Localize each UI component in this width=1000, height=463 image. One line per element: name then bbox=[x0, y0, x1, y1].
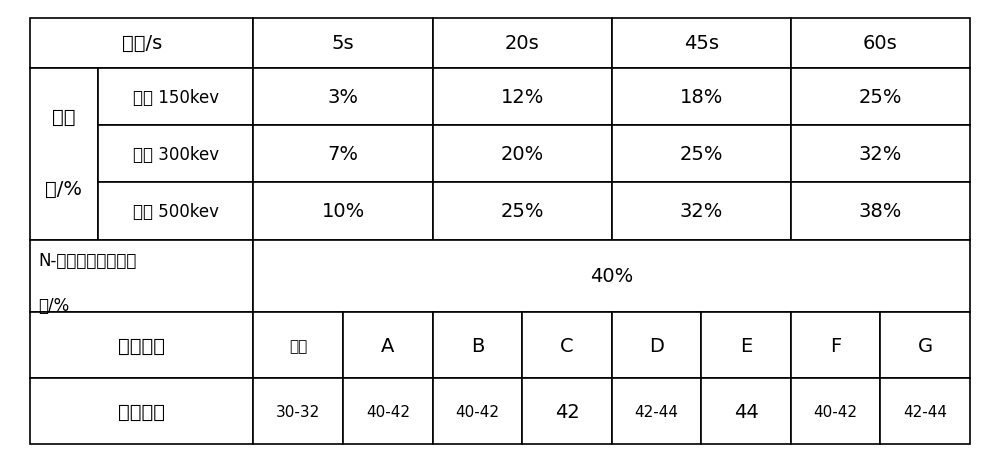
Bar bbox=[98, 183, 253, 240]
Bar bbox=[791, 69, 970, 126]
Text: 42-44: 42-44 bbox=[903, 404, 947, 419]
Text: 5s: 5s bbox=[332, 34, 354, 53]
Text: 能量 150kev: 能量 150kev bbox=[133, 88, 219, 106]
Text: 40-42: 40-42 bbox=[366, 404, 410, 419]
Bar bbox=[433, 19, 612, 69]
Bar bbox=[98, 69, 253, 126]
Text: 率/%: 率/% bbox=[45, 179, 82, 198]
Bar bbox=[701, 313, 791, 378]
Bar bbox=[253, 126, 433, 183]
Bar bbox=[343, 378, 433, 444]
Text: 40-42: 40-42 bbox=[455, 404, 499, 419]
Text: 60s: 60s bbox=[863, 34, 898, 53]
Bar bbox=[253, 378, 343, 444]
Text: 接枝: 接枝 bbox=[52, 107, 76, 126]
Bar bbox=[433, 126, 612, 183]
Text: F: F bbox=[830, 336, 841, 355]
Bar bbox=[612, 69, 791, 126]
Bar bbox=[433, 313, 522, 378]
Bar bbox=[791, 378, 880, 444]
Bar bbox=[522, 313, 612, 378]
Text: C: C bbox=[560, 336, 574, 355]
Text: 10%: 10% bbox=[321, 202, 365, 221]
Bar bbox=[433, 378, 522, 444]
Bar bbox=[880, 378, 970, 444]
Text: 18%: 18% bbox=[680, 88, 723, 107]
Text: 7%: 7% bbox=[328, 145, 359, 164]
Text: 25%: 25% bbox=[859, 88, 902, 107]
Text: 44: 44 bbox=[734, 402, 758, 421]
Bar bbox=[612, 183, 791, 240]
Text: E: E bbox=[740, 336, 752, 355]
Bar bbox=[612, 378, 701, 444]
Bar bbox=[30, 378, 253, 444]
Text: 20%: 20% bbox=[501, 145, 544, 164]
Bar bbox=[253, 313, 343, 378]
Bar bbox=[701, 378, 791, 444]
Text: 40-42: 40-42 bbox=[814, 404, 858, 419]
Bar bbox=[30, 313, 253, 378]
Bar bbox=[30, 69, 98, 240]
Bar bbox=[98, 126, 253, 183]
Text: 12%: 12% bbox=[500, 88, 544, 107]
Bar bbox=[791, 126, 970, 183]
Text: N-异丙基丙烯酰胺浓

度/%: N-异丙基丙烯酰胺浓 度/% bbox=[38, 251, 136, 314]
Text: 38%: 38% bbox=[859, 202, 902, 221]
Bar bbox=[253, 69, 433, 126]
Bar bbox=[253, 19, 433, 69]
Text: 42: 42 bbox=[555, 402, 579, 421]
Text: B: B bbox=[471, 336, 484, 355]
Bar bbox=[791, 313, 880, 378]
Text: 40%: 40% bbox=[590, 267, 633, 286]
Text: 42-44: 42-44 bbox=[635, 404, 679, 419]
Text: 25%: 25% bbox=[500, 202, 544, 221]
Bar bbox=[791, 19, 970, 69]
Text: A: A bbox=[381, 336, 394, 355]
Text: 能量 500kev: 能量 500kev bbox=[133, 202, 219, 220]
Text: 45s: 45s bbox=[684, 34, 719, 53]
Bar bbox=[253, 240, 970, 313]
Bar bbox=[791, 183, 970, 240]
Text: 25%: 25% bbox=[680, 145, 723, 164]
Bar bbox=[343, 313, 433, 378]
Text: 20s: 20s bbox=[505, 34, 540, 53]
Text: 表面张力: 表面张力 bbox=[118, 402, 165, 421]
Bar bbox=[433, 69, 612, 126]
Text: 时间/s: 时间/s bbox=[122, 34, 162, 53]
Text: 薄膜位点: 薄膜位点 bbox=[118, 336, 165, 355]
Bar bbox=[522, 378, 612, 444]
Text: 30-32: 30-32 bbox=[276, 404, 320, 419]
Bar bbox=[253, 183, 433, 240]
Bar bbox=[30, 19, 253, 69]
Text: 32%: 32% bbox=[680, 202, 723, 221]
Bar bbox=[612, 313, 701, 378]
Text: 能量 300kev: 能量 300kev bbox=[133, 145, 219, 163]
Bar bbox=[30, 240, 253, 313]
Text: 原膜: 原膜 bbox=[289, 338, 307, 353]
Text: 32%: 32% bbox=[859, 145, 902, 164]
Bar bbox=[880, 313, 970, 378]
Text: D: D bbox=[649, 336, 664, 355]
Bar bbox=[433, 183, 612, 240]
Text: G: G bbox=[918, 336, 933, 355]
Bar bbox=[612, 126, 791, 183]
Text: 3%: 3% bbox=[328, 88, 359, 107]
Bar bbox=[612, 19, 791, 69]
